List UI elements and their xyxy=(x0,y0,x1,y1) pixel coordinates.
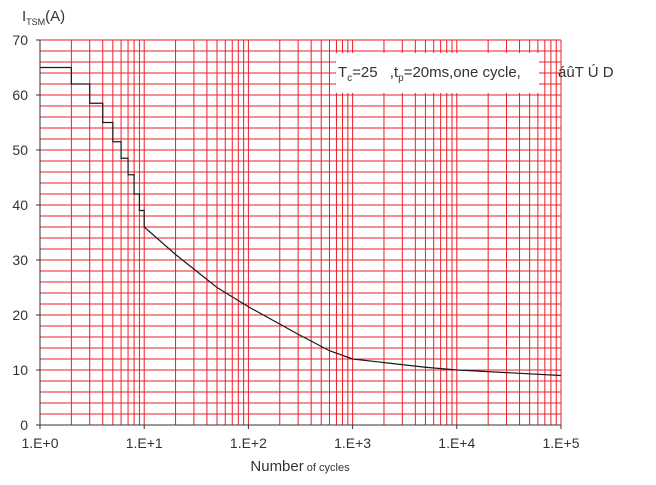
y-tick-label: 60 xyxy=(12,87,28,103)
x-tick-label: 1.E+0 xyxy=(22,435,59,451)
annotation-temp: =25 xyxy=(352,64,377,81)
x-tick-label: 1.E+1 xyxy=(126,435,163,451)
x-tick-labels: 1.E+0 1.E+1 1.E+2 1.E+3 1.E+4 1.E+5 xyxy=(22,435,580,451)
annotation-garbled-text: áûT Ú D xyxy=(558,64,614,81)
condition-annotation: Tc=25 ,tp=20ms,one cycle, áûT Ú D xyxy=(336,53,614,93)
annotation-t2: ,t xyxy=(386,64,399,81)
y-tick-label: 10 xyxy=(12,362,28,378)
y-tick-label: 30 xyxy=(12,252,28,268)
annotation-t: T xyxy=(338,64,347,81)
x-tick-label: 1.E+4 xyxy=(438,435,475,451)
annotation-c-sub: c xyxy=(347,73,352,84)
curve-layer xyxy=(40,66,562,377)
x-tick-label: 1.E+3 xyxy=(334,435,371,451)
x-tick-label: 1.E+5 xyxy=(543,435,580,451)
y-tick-labels: 0 10 20 30 40 50 60 70 xyxy=(12,32,28,433)
surge-current-curve xyxy=(40,66,562,377)
y-tick-label: 40 xyxy=(12,197,28,213)
annotation-text: Tc=25 ,tp=20ms,one cycle, xyxy=(338,64,521,84)
y-tick-label: 0 xyxy=(20,417,28,433)
y-axis-label-unit: (A) xyxy=(45,8,65,25)
y-axis-label-sub: TSM xyxy=(26,17,45,27)
y-axis-label: ITSM(A) xyxy=(22,8,65,27)
annotation-background xyxy=(336,53,539,93)
axes xyxy=(36,39,562,429)
annotation-rest: =20ms,one cycle, xyxy=(404,64,521,81)
y-tick-label: 20 xyxy=(12,307,28,323)
x-tick-label: 1.E+2 xyxy=(230,435,267,451)
annotation-p-sub: p xyxy=(398,73,404,84)
x-axis-label: Number of cycles xyxy=(250,458,350,475)
y-tick-label: 70 xyxy=(12,32,28,48)
y-tick-label: 50 xyxy=(12,142,28,158)
x-axis-label-main: Number xyxy=(250,458,303,475)
y-axis-label-main: I xyxy=(22,8,26,25)
x-axis-label-small: of cycles xyxy=(304,462,350,474)
